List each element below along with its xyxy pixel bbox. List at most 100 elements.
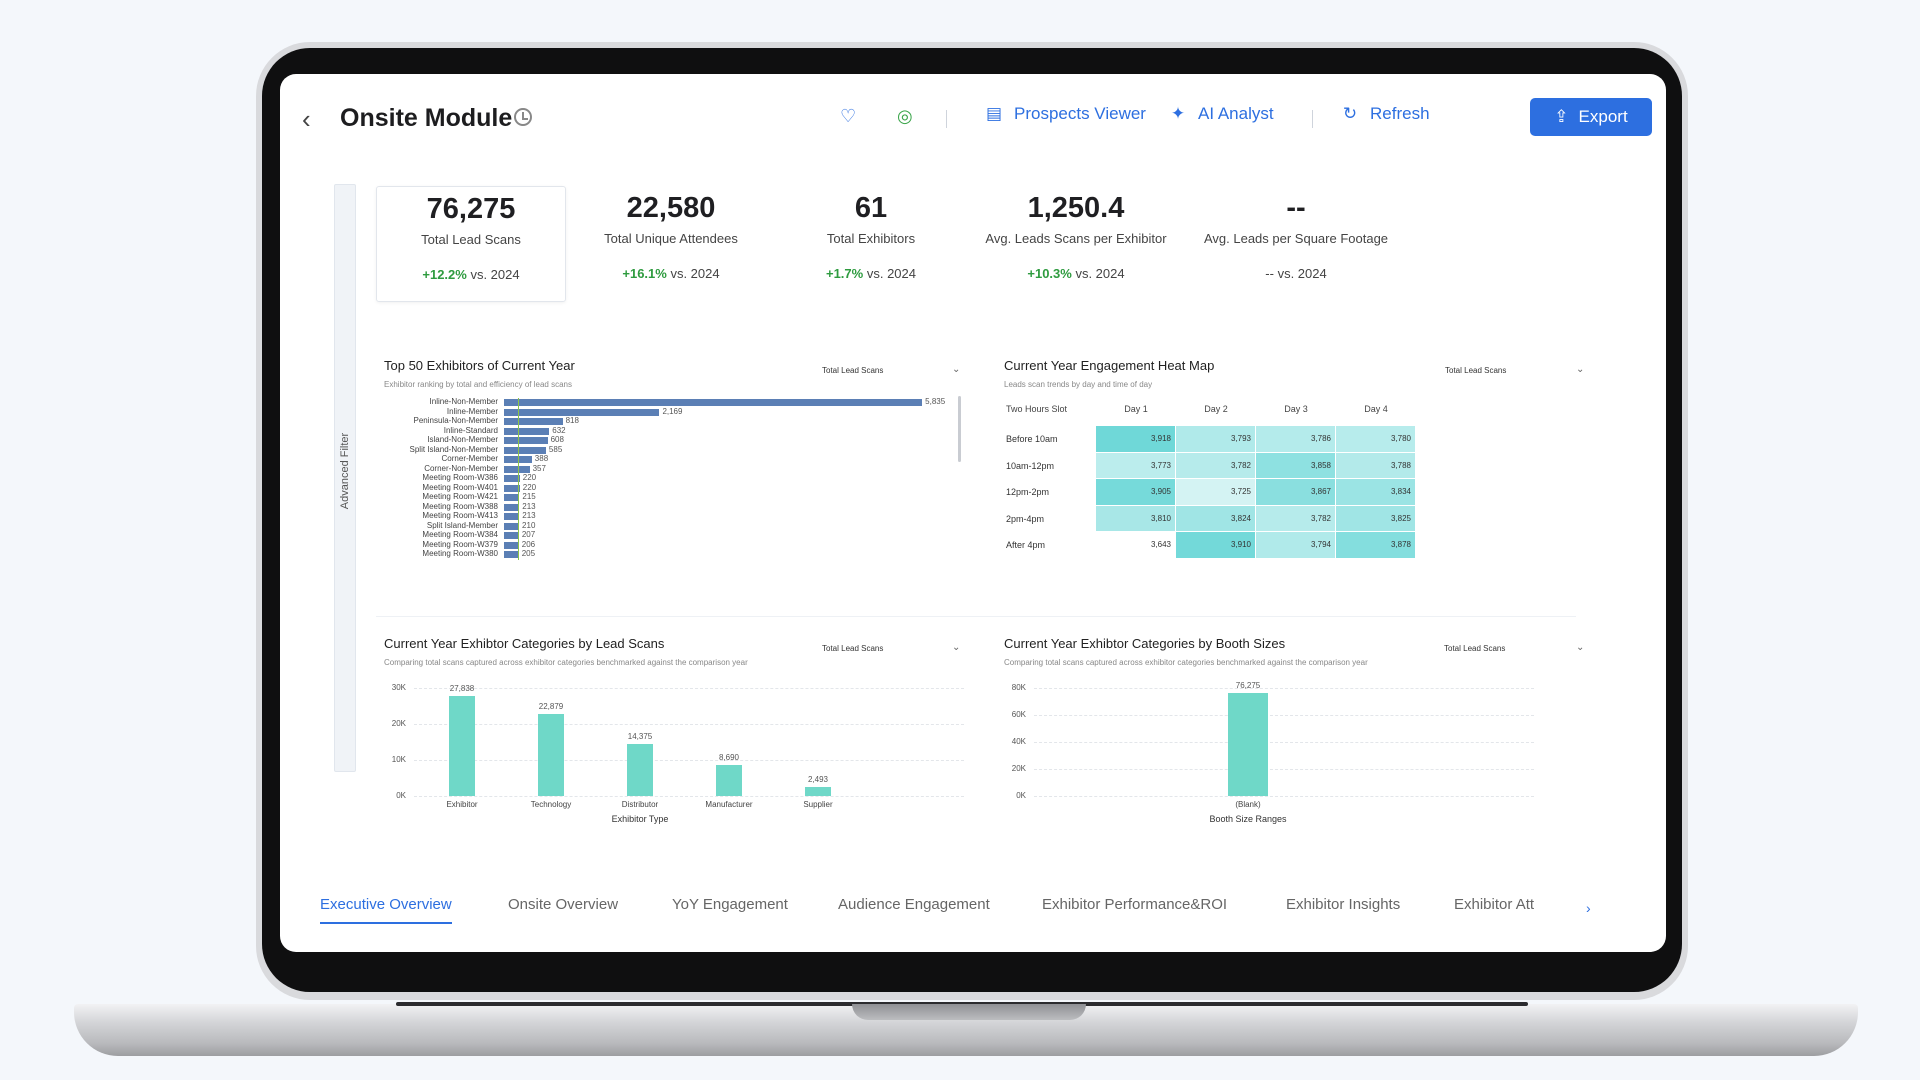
kpi-delta: +16.1%: [622, 266, 667, 281]
heatmap-cell: 3,782: [1256, 505, 1335, 531]
chevron-down-icon[interactable]: ⌄: [1576, 364, 1585, 375]
kpi-compare: -- vs. 2024: [1188, 266, 1404, 281]
ai-analyst-label: AI Analyst: [1198, 104, 1274, 123]
kpi-avg-leads-per-exhibitor: 1,250.4 Avg. Leads Scans per Exhibitor +…: [968, 186, 1184, 302]
chevron-down-icon[interactable]: ⌄: [952, 642, 961, 653]
y-tick-label: 30K: [391, 683, 406, 692]
bar-value-label: 27,838: [449, 683, 475, 693]
heatmap-cell: 3,910: [1176, 532, 1255, 558]
x-tick-label: Supplier: [803, 800, 833, 809]
exhibitor-value: 213: [522, 501, 536, 511]
tab-exhibitor-insights[interactable]: Exhibitor Insights: [1286, 896, 1401, 913]
kpi-label: Total Lead Scans: [421, 232, 521, 247]
tab-onsite-overview[interactable]: Onsite Overview: [508, 896, 619, 913]
heatmap-cell: 3,788: [1336, 452, 1415, 478]
list-item: Meeting Room-W386 220: [384, 473, 864, 483]
export-button[interactable]: ⇪ Export: [1530, 98, 1652, 136]
chevron-down-icon[interactable]: ⌄: [1576, 642, 1585, 653]
x-tick-label: (Blank): [1235, 800, 1261, 809]
categories-title: Current Year Exhibtor Categories by Lead…: [384, 636, 665, 651]
x-axis-title: Exhibitor Type: [611, 814, 669, 824]
exhibitor-bar: [504, 427, 550, 435]
heatmap-metric-select[interactable]: Total Lead Scans: [1445, 366, 1507, 375]
page-title: Onsite Module: [340, 104, 513, 132]
refresh-label: Refresh: [1370, 104, 1430, 123]
refresh-button[interactable]: ↻ Refresh: [1340, 104, 1430, 124]
y-tick-label: 40K: [1011, 737, 1026, 746]
scrollbar[interactable]: [958, 396, 961, 462]
kpi-value: 22,580: [626, 192, 716, 224]
exhibitor-value: 210: [522, 520, 536, 530]
x-tick-label: Exhibitor: [446, 800, 478, 809]
top-exhibitors-title: Top 50 Exhibitors of Current Year: [384, 358, 575, 373]
categories-subtitle: Comparing total scans captured across ex…: [384, 658, 748, 667]
y-tick-label: 10K: [391, 755, 406, 764]
y-tick-label: 20K: [1011, 764, 1026, 773]
exhibitor-value: 215: [522, 492, 536, 501]
heart-icon[interactable]: ♡: [840, 106, 857, 126]
globe-icon[interactable]: ◎: [897, 106, 913, 126]
history-icon[interactable]: [514, 108, 532, 126]
heatmap-column-header: Day 4: [1364, 404, 1388, 414]
exhibitor-name: Meeting Room-W386: [422, 473, 498, 482]
viewer-icon: ▤: [985, 104, 1003, 123]
chevron-down-icon[interactable]: ⌄: [952, 364, 961, 375]
back-arrow-icon[interactable]: ‹: [302, 104, 311, 134]
exhibitor-value: 5,835: [925, 397, 946, 406]
gridline: [1034, 742, 1534, 743]
kpi-value: 1,250.4: [1027, 192, 1125, 224]
bar: [538, 713, 564, 796]
kpi-compare: +1.7% vs. 2024: [776, 266, 966, 281]
heatmap-cell: 3,834: [1336, 479, 1415, 505]
categories-metric-select[interactable]: Total Lead Scans: [822, 644, 884, 653]
exhibitor-bar: [504, 475, 520, 482]
tab-yoy-engagement[interactable]: YoY Engagement: [672, 896, 788, 913]
heatmap-row-header: Two Hours Slot: [1006, 404, 1068, 414]
exhibitor-bar: [504, 503, 520, 511]
heatmap-cell: 3,780: [1336, 426, 1415, 452]
heatmap-row-label: 10am-12pm: [1006, 460, 1055, 471]
bar-value-label: 2,493: [807, 775, 829, 785]
top-exhibitors-metric-select[interactable]: Total Lead Scans: [822, 366, 884, 375]
tab-exhibitor-att[interactable]: Exhibitor Att: [1454, 896, 1535, 913]
gridline: [414, 724, 964, 725]
exhibitor-value: 818: [565, 416, 579, 425]
exhibitor-name: Inline-Member: [446, 406, 498, 416]
reference-line: [518, 398, 520, 560]
refresh-icon: ↻: [1342, 104, 1358, 123]
kpi-compare-text: vs. 2024: [670, 266, 720, 281]
kpi-delta: +10.3%: [1027, 266, 1072, 281]
kpi-compare: +10.3% vs. 2024: [968, 266, 1184, 281]
list-item: Peninsula-Non-Member 818: [384, 416, 864, 426]
heatmap-cell: 3,782: [1176, 452, 1255, 478]
heatmap-cell: 3,786: [1256, 426, 1335, 452]
prospects-viewer-button[interactable]: ▤ Prospects Viewer: [984, 104, 1146, 124]
advanced-filter-toggle[interactable]: Advanced Filter: [334, 184, 356, 772]
heatmap-cell: 3,905: [1096, 479, 1175, 505]
exhibitor-name: Inline-Standard: [443, 425, 498, 435]
booth-metric-select[interactable]: Total Lead Scans: [1444, 644, 1506, 653]
exhibitor-value: 205: [521, 549, 536, 558]
bar: [805, 787, 831, 796]
heatmap-cell: 3,824: [1176, 505, 1255, 531]
heatmap-cell: 3,643: [1096, 532, 1175, 558]
exhibitor-value: 585: [548, 444, 563, 454]
exhibitor-bar: [504, 513, 520, 520]
ai-analyst-button[interactable]: ✦ AI Analyst: [1168, 104, 1274, 124]
exhibitor-name: Split Island-Member: [426, 520, 498, 530]
exhibitor-bar: [504, 484, 520, 492]
exhibitor-value: 632: [552, 425, 566, 435]
top-exhibitors-subtitle: Exhibitor ranking by total and efficienc…: [384, 380, 572, 389]
laptop-notch: [852, 1004, 1086, 1020]
x-tick-label: Distributor: [621, 800, 659, 809]
chevron-right-icon[interactable]: ›: [1586, 900, 1591, 916]
tab-exhibitor-performance-roi[interactable]: Exhibitor Performance&ROI: [1042, 896, 1228, 913]
kpi-delta: +1.7%: [825, 266, 864, 281]
exhibitor-value: 608: [550, 435, 564, 444]
gridline: [414, 796, 964, 797]
tab-executive-overview[interactable]: Executive Overview: [320, 896, 452, 924]
kpi-value: 76,275: [426, 193, 516, 225]
bar-value-label: 8,690: [718, 752, 740, 762]
tab-audience-engagement[interactable]: Audience Engagement: [838, 896, 990, 913]
exhibitor-bar: [504, 408, 660, 416]
